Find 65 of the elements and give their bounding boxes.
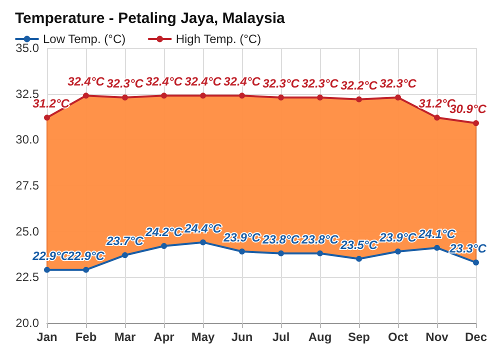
y-tick-label: 30.0	[16, 132, 40, 147]
point	[200, 239, 206, 246]
y-tick-label: 22.5	[16, 270, 40, 284]
x-tick-label: Jun	[231, 330, 253, 344]
data-label: 32.2°C	[340, 78, 378, 92]
data-label: 22.9°C	[66, 248, 105, 263]
point	[122, 94, 128, 100]
chart-title: Temperature - Petaling Jaya, Malaysia	[15, 10, 286, 27]
data-label: 32.3°C	[262, 76, 300, 90]
point	[44, 266, 50, 273]
point	[200, 92, 206, 99]
data-label: 23.9°C	[222, 230, 261, 244]
data-label: 32.4°C	[68, 74, 105, 89]
point	[395, 248, 401, 254]
data-label: 32.4°C	[184, 74, 222, 89]
point	[239, 92, 245, 99]
data-label: 23.8°C	[262, 232, 300, 246]
legend-label: High Temp. (°C)	[176, 32, 262, 46]
point	[356, 256, 362, 262]
y-tick-label: 20.0	[16, 316, 40, 330]
data-label: 32.3°C	[380, 76, 417, 90]
point	[473, 120, 479, 126]
x-tick-label: Apr	[154, 330, 175, 344]
data-label: 32.3°C	[302, 76, 339, 90]
point	[434, 244, 440, 251]
point	[239, 248, 245, 254]
point	[317, 94, 323, 100]
x-tick-label: Feb	[75, 330, 97, 344]
data-label: 32.3°C	[106, 76, 144, 90]
x-tick-label: Dec	[464, 330, 488, 344]
x-tick-label: Mar	[114, 330, 136, 344]
data-label: 23.8°C	[300, 232, 339, 246]
point	[83, 92, 89, 99]
x-tick-label: Jan	[36, 330, 58, 344]
data-label: 23.9°C	[378, 230, 417, 244]
y-tick-label: 27.5	[16, 178, 40, 192]
point	[434, 114, 440, 121]
y-tick-label: 35.0	[16, 41, 40, 55]
data-label: 24.2°C	[144, 225, 183, 239]
x-tick-label: Aug	[308, 330, 332, 344]
point	[83, 266, 89, 273]
y-tick-label: 25.0	[16, 224, 40, 238]
x-tick-label: Nov	[426, 330, 449, 344]
point	[278, 250, 284, 256]
data-label: 24.4°C	[184, 221, 222, 236]
data-label: 32.4°C	[224, 74, 261, 89]
data-label: 23.7°C	[106, 234, 144, 248]
point	[161, 243, 167, 249]
legend-label: Low Temp. (°C)	[43, 32, 126, 46]
x-tick-label: Oct	[388, 330, 408, 344]
point	[395, 94, 401, 100]
point	[161, 92, 167, 99]
point	[44, 114, 50, 121]
data-label: 24.1°C	[418, 226, 456, 241]
point	[356, 96, 362, 102]
x-tick-label: Sep	[348, 330, 370, 344]
point	[122, 252, 128, 258]
point	[278, 94, 284, 100]
x-tick-label: Jul	[272, 330, 290, 344]
data-label: 31.2°C	[32, 96, 70, 111]
x-tick-label: May	[191, 330, 215, 344]
point	[473, 260, 479, 266]
data-label: 23.5°C	[340, 238, 378, 252]
point	[317, 250, 323, 256]
data-label: 32.4°C	[146, 74, 183, 89]
